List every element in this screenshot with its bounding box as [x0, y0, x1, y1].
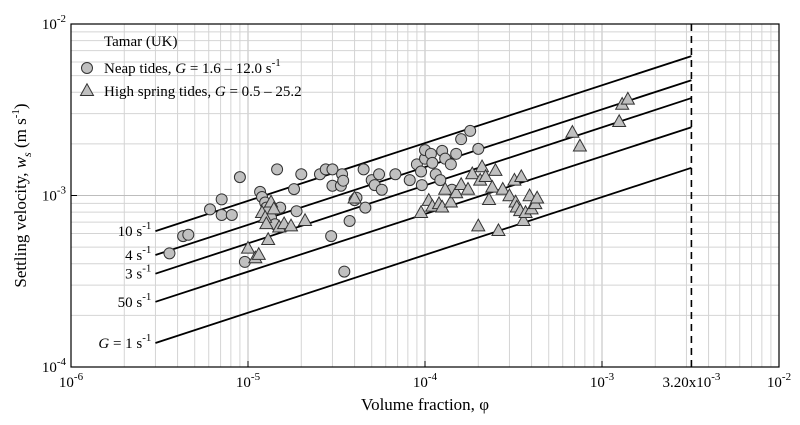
- spring-tide-point: [437, 181, 453, 195]
- spring-tide-point: [240, 240, 256, 254]
- spring-tide-point: [522, 187, 537, 202]
- neap-tide-point: [373, 168, 386, 181]
- spring-tide-point: [283, 218, 299, 232]
- neap-tide-point: [338, 265, 351, 278]
- neap-tide-point: [295, 168, 308, 181]
- spring-tide-point: [453, 176, 469, 191]
- neap-tide-point: [434, 174, 447, 187]
- spring-tide-point: [413, 204, 429, 219]
- model-line-label: 10 s-1: [118, 220, 152, 240]
- neap-tide-point: [163, 247, 176, 260]
- neap-tide-point: [389, 168, 402, 181]
- neap-tide-point: [357, 163, 370, 176]
- spring-tide-point: [572, 138, 588, 152]
- spring-tide-point: [259, 215, 274, 230]
- legend-title: Tamar (UK): [104, 34, 178, 50]
- spring-tide-point: [464, 165, 480, 180]
- neap-tide-point: [415, 179, 428, 192]
- spring-tide-point: [443, 194, 459, 208]
- limit-line-label: 3.20x10-3: [662, 371, 720, 391]
- neap-tide-point: [290, 205, 303, 218]
- spring-tide-point: [297, 212, 313, 226]
- spring-tide-point: [251, 246, 267, 260]
- spring-tide-point: [565, 124, 580, 138]
- model-line: [155, 166, 692, 344]
- neap-tide-point: [415, 165, 428, 178]
- neap-tide-point: [182, 228, 195, 241]
- neap-tide-point: [444, 158, 457, 171]
- y-tick-label: 10-2: [42, 13, 66, 33]
- spring-tide-point: [347, 190, 362, 204]
- axes: 10-6 10-5 10-4 10-3 10-2 10-4 10-3 10-2: [42, 13, 791, 391]
- y-axis-title: Settling velocity, ws (m s-1): [10, 103, 34, 287]
- spring-tide-point: [502, 187, 517, 202]
- neap-tide-point: [325, 230, 338, 243]
- legend-circle-marker: [81, 62, 93, 74]
- neap-tide-point: [326, 163, 339, 176]
- neap-tide-point: [271, 163, 284, 176]
- spring-tide-point: [495, 181, 511, 195]
- x-axis-title: Volume fraction, φ: [361, 395, 489, 414]
- neap-tide-point: [225, 208, 238, 221]
- spring-tide-point: [491, 222, 506, 237]
- model-line-label: 50 s-1: [118, 291, 152, 311]
- spring-tide-point: [266, 201, 282, 215]
- neap-tide-point: [403, 174, 416, 187]
- spring-tide-point: [529, 190, 545, 204]
- neap-tide-point: [238, 255, 251, 268]
- model-line-label: 4 s-1: [125, 244, 151, 264]
- spring-tide-point: [620, 91, 636, 105]
- neap-tide-point: [375, 183, 388, 196]
- neap-tide-point: [288, 183, 301, 196]
- spring-tide-point: [488, 162, 503, 176]
- volume-fraction-limit: 3.20x10-3: [662, 24, 721, 391]
- neap-tide-point: [426, 156, 439, 169]
- neap-tide-point: [233, 171, 246, 184]
- legend-entry: High spring tides, G = 0.5 – 25.2: [104, 84, 302, 100]
- neap-tide-point: [472, 142, 485, 155]
- legend-entry: Neap tides, G = 1.6 – 12.0 s-1: [104, 57, 281, 77]
- legend-triangle-marker: [79, 82, 95, 96]
- y-tick-label: 10-4: [42, 356, 67, 376]
- data-markers: [163, 91, 636, 278]
- x-tick-label: 10-6: [59, 371, 84, 391]
- neap-tide-point: [343, 215, 356, 228]
- spring-tide-point: [470, 218, 486, 232]
- neap-tide-point: [215, 208, 228, 221]
- spring-tide-point: [513, 168, 529, 183]
- model-line-label: 3 s-1: [125, 263, 151, 283]
- legend: Tamar (UK) Neap tides, G = 1.6 – 12.0 s-1…: [79, 34, 302, 100]
- spring-tide-point: [484, 179, 500, 193]
- neap-tide-point: [455, 133, 468, 146]
- grid: [71, 24, 779, 367]
- spring-tide-point: [611, 113, 627, 128]
- axis-titles: Volume fraction, φ Settling velocity, ws …: [10, 103, 489, 414]
- model-line-label: G = 1 s-1: [98, 332, 151, 352]
- x-tick-label: 10-4: [413, 371, 438, 391]
- neap-tide-point: [337, 174, 350, 187]
- spring-tide-point: [474, 159, 490, 173]
- spring-tide-point: [516, 212, 531, 226]
- neap-tide-point: [464, 124, 477, 137]
- neap-tide-point: [450, 147, 463, 160]
- neap-tide-point: [215, 193, 228, 206]
- spring-tide-point: [460, 181, 476, 195]
- y-tick-label: 10-3: [42, 185, 67, 205]
- model-line: [155, 55, 692, 232]
- x-tick-label: 10-3: [590, 371, 615, 391]
- spring-tide-point: [260, 231, 276, 245]
- spring-tide-point: [481, 191, 497, 206]
- spring-tide-point: [448, 185, 464, 199]
- x-tick-label: 10-5: [236, 371, 261, 391]
- neap-tide-point: [359, 201, 372, 214]
- x-tick-label: 10-2: [767, 371, 791, 391]
- neap-tide-point: [204, 203, 217, 216]
